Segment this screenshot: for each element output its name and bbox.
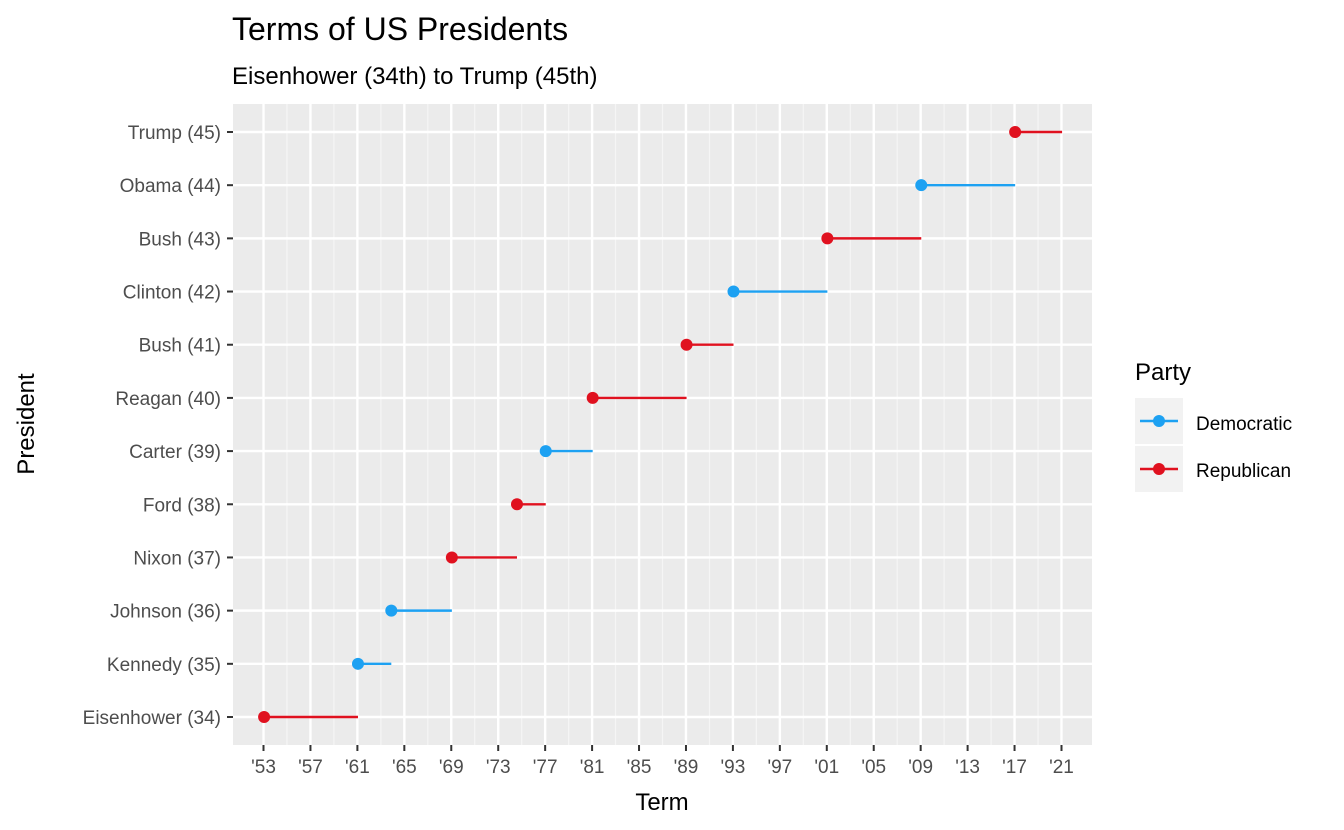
chart-subtitle: Eisenhower (34th) to Trump (45th) bbox=[232, 63, 598, 90]
y-tick-label: Clinton (42) bbox=[123, 283, 221, 304]
x-tick-label: '73 bbox=[486, 757, 511, 778]
y-tick-label: Bush (41) bbox=[139, 336, 221, 357]
y-tick-label: Johnson (36) bbox=[110, 602, 221, 623]
legend-marks bbox=[1140, 415, 1178, 475]
grid-minor bbox=[286, 104, 1039, 745]
y-tick-label: Obama (44) bbox=[120, 176, 221, 197]
x-axis-title: Term bbox=[635, 789, 688, 816]
x-tick-label: '57 bbox=[298, 757, 323, 778]
x-tick-label: '01 bbox=[814, 757, 839, 778]
x-tick-label: '93 bbox=[721, 757, 746, 778]
term-start-point bbox=[727, 285, 740, 298]
x-tick-label: '81 bbox=[580, 757, 605, 778]
term-start-point bbox=[385, 604, 398, 617]
x-tick-label: '09 bbox=[908, 757, 933, 778]
term-start-point bbox=[680, 338, 693, 351]
y-axis: Eisenhower (34) Kennedy (35) Johnson (36) N… bbox=[83, 123, 233, 729]
term-start-point bbox=[586, 391, 599, 404]
term-start-point bbox=[539, 445, 552, 458]
y-tick-label: Bush (43) bbox=[139, 229, 221, 250]
y-tick-label: Eisenhower (34) bbox=[83, 708, 221, 729]
y-tick-label: Ford (38) bbox=[143, 495, 221, 516]
x-tick-label: '17 bbox=[1002, 757, 1027, 778]
x-tick-label: '97 bbox=[767, 757, 792, 778]
chart-title: Terms of US Presidents bbox=[232, 11, 568, 47]
x-tick-label: '61 bbox=[345, 757, 370, 778]
x-tick-label: '05 bbox=[861, 757, 886, 778]
legend-title: Party bbox=[1135, 359, 1191, 386]
legend-label-republican: Republican bbox=[1196, 461, 1291, 482]
chart-marks bbox=[258, 126, 1063, 723]
legend-key-point bbox=[1153, 463, 1165, 475]
term-start-point bbox=[1009, 126, 1022, 138]
x-tick-label: '77 bbox=[533, 757, 558, 778]
term-start-point bbox=[915, 179, 928, 192]
legend-key-point bbox=[1153, 415, 1165, 427]
y-tick-label: Nixon (37) bbox=[133, 548, 221, 569]
y-tick-label: Trump (45) bbox=[128, 123, 221, 144]
term-start-point bbox=[445, 551, 458, 564]
x-tick-label: '21 bbox=[1049, 757, 1074, 778]
x-tick-label: '65 bbox=[392, 757, 417, 778]
grid-major bbox=[233, 104, 1092, 745]
x-tick-label: '69 bbox=[439, 757, 464, 778]
y-axis-title: President bbox=[13, 373, 40, 475]
term-start-point bbox=[510, 498, 523, 511]
x-axis: '53 '57 '61 '65 '69 '73 '77 '81 '85 '89 '93 '97 '01 '… bbox=[251, 745, 1074, 778]
x-tick-label: '89 bbox=[674, 757, 699, 778]
x-tick-label: '85 bbox=[627, 757, 652, 778]
x-tick-label: '53 bbox=[251, 757, 276, 778]
y-tick-label: Reagan (40) bbox=[115, 389, 221, 410]
legend-label-democratic: Democratic bbox=[1196, 414, 1292, 435]
x-tick-label: '13 bbox=[955, 757, 980, 778]
y-tick-label: Carter (39) bbox=[129, 442, 221, 463]
legend: Party Democratic Republican bbox=[1135, 359, 1292, 492]
term-start-point bbox=[821, 232, 834, 245]
y-tick-label: Kennedy (35) bbox=[107, 655, 221, 676]
term-start-point bbox=[258, 711, 271, 723]
term-start-point bbox=[351, 657, 364, 670]
